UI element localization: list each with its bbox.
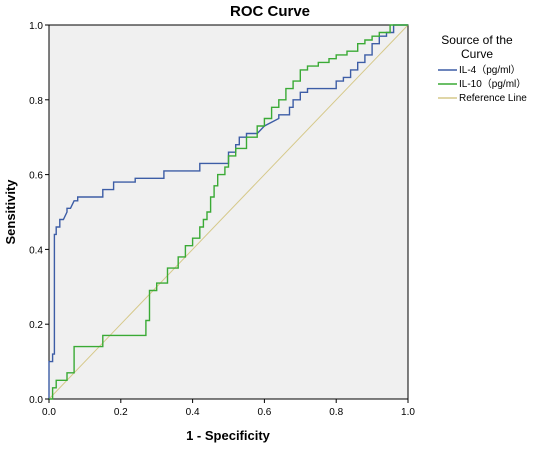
legend: Source of the Curve IL-4（pg/ml） IL-10（pg/… xyxy=(438,33,527,104)
x-tick-label: 1.0 xyxy=(401,407,415,418)
y-tick-label: 0.8 xyxy=(29,96,43,107)
series-line-reference-line xyxy=(48,24,409,400)
y-tick-label: 0.4 xyxy=(29,245,43,256)
y-tick-label: 0.2 xyxy=(29,320,43,331)
legend-label-reference-line: Reference Line xyxy=(459,93,527,104)
x-tick-label: 0.6 xyxy=(257,407,271,418)
chart-title: ROC Curve xyxy=(230,3,310,20)
y-tick-label: 1.0 xyxy=(29,21,43,32)
y-tick-label: 0.0 xyxy=(29,395,43,406)
series-line-il-4-pg-ml xyxy=(48,24,408,399)
legend-title-line-1: Source of the xyxy=(441,33,513,47)
axis-ticks: 0.0 0.2 0.4 0.6 0.8 1.0 0.0 0.2 0.4 0.6 0.8 1.0 xyxy=(29,21,415,418)
x-tick-label: 0.2 xyxy=(114,407,128,418)
series-line-il-10-pg-ml xyxy=(49,24,408,400)
legend-items: IL-4（pg/ml） IL-10（pg/ml） Reference Line xyxy=(438,64,527,104)
legend-title-line-2: Curve xyxy=(461,47,493,61)
x-tick-label: 0.4 xyxy=(186,407,200,418)
x-axis-title: 1 - Specificity xyxy=(186,428,271,443)
roc-series-group xyxy=(48,24,408,400)
y-axis-title: Sensitivity xyxy=(3,179,18,245)
x-tick-label: 0.8 xyxy=(329,407,343,418)
x-tick-label: 0.0 xyxy=(42,407,56,418)
y-tick-label: 0.6 xyxy=(29,171,43,182)
reference-line-series xyxy=(48,24,409,400)
legend-label-il-4-pg-ml: IL-4（pg/ml） xyxy=(459,64,521,76)
legend-label-il-10-pg-ml: IL-10（pg/ml） xyxy=(459,78,526,90)
